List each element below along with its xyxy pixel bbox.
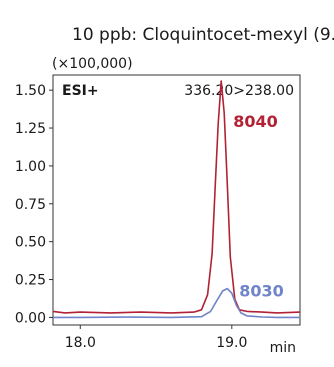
y-tick-label-4: 1.00 [15,159,46,175]
series-line-8040 [52,80,301,314]
y-tick-label-2: 0.50 [15,235,46,251]
series-line-8030 [53,287,300,319]
x-tick-label-1: 19.0 [216,335,247,351]
y-axis: 0.00 0.25 0.50 0.75 1.00 1.25 1.50 [15,83,53,326]
y-tick-label-1: 0.25 [15,273,46,289]
x-axis-label: min [270,340,296,356]
x-tick-label-0: 18.0 [65,335,96,351]
y-tick-label-5: 1.25 [15,121,46,137]
ionization-mode-label: ESI+ [62,83,99,99]
y-scale-label: (×100,000) [52,56,133,72]
chart-title: 10 ppb: Cloquintocet-mexyl (9.5X) [72,25,334,45]
transition-label: 336.20>238.00 [184,83,294,99]
peak-label-8030: 8030 [239,282,284,301]
series-layer: 8040 8030 [52,80,301,319]
y-tick-label-0: 0.00 [15,310,46,326]
peak-label-8040: 8040 [233,112,278,131]
y-tick-label-6: 1.50 [15,83,46,99]
plot-area [52,74,301,326]
y-tick-label-3: 0.75 [15,197,46,213]
x-axis: 18.0 19.0 [65,325,247,351]
